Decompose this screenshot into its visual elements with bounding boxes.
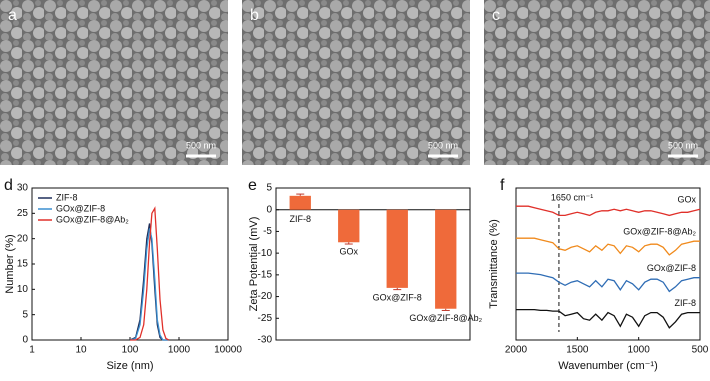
bar <box>289 195 311 210</box>
series-label: GOx <box>677 195 696 205</box>
x-tick-label: 1000 <box>168 345 191 356</box>
annotation: 1650 cm⁻¹ <box>551 192 593 202</box>
legend-label: GOx@ZIF-8@Ab₂ <box>56 214 129 224</box>
legend-label: ZIF-8 <box>56 192 78 202</box>
panel-label: e <box>248 177 257 194</box>
legend-label: GOx@ZIF-8 <box>56 203 105 213</box>
y-tick-label: -30 <box>258 335 273 346</box>
sem-image <box>0 0 228 165</box>
y-tick-label: -5 <box>263 226 272 237</box>
y-tick-label: -10 <box>258 248 273 259</box>
y-tick-label: 5 <box>266 183 272 194</box>
sem-a: a 500 nm <box>0 0 228 165</box>
y-tick-label: 20 <box>17 233 29 244</box>
panel-label: c <box>492 7 500 24</box>
category-label: GOx <box>339 247 358 257</box>
sem-b: b 500 nm <box>242 0 470 165</box>
x-tick-label: 10000 <box>214 345 242 356</box>
panel-label: d <box>4 177 13 194</box>
scale-label: 500 nm <box>428 140 458 150</box>
panel-label: f <box>500 177 505 194</box>
plot-frame <box>515 187 701 341</box>
y-tick-label: 0 <box>22 335 28 346</box>
bar <box>338 209 360 243</box>
x-tick-label: 10 <box>75 345 87 356</box>
y-axis-label: Zeta Potential (mV) <box>248 217 260 312</box>
scale-label: 500 nm <box>186 140 216 150</box>
x-tick-label: 1500 <box>566 345 589 356</box>
scale-label: 500 nm <box>668 140 698 150</box>
sem-c: c 500 nm <box>484 0 710 165</box>
x-tick-label: 100 <box>122 345 139 356</box>
category-label: ZIF-8 <box>290 214 312 224</box>
series-label: ZIF-8 <box>675 298 697 308</box>
x-axis-label: Wavenumber (cm⁻¹) <box>558 360 658 372</box>
category-label: GOx@ZIF-8 <box>373 292 422 302</box>
y-axis-label: Number (%) <box>4 234 16 293</box>
sem-image <box>484 0 710 165</box>
plot-frame <box>275 187 471 341</box>
series-line <box>516 272 700 293</box>
category-label: GOx@ZIF-8@Ab₂ <box>409 313 482 323</box>
series-label: GOx@ZIF-8 <box>647 263 696 273</box>
y-tick-label: 25 <box>17 208 29 219</box>
y-tick-label: 10 <box>17 284 29 295</box>
y-tick-label: 0 <box>266 204 272 215</box>
series-line <box>516 308 700 329</box>
y-tick-label: 30 <box>17 183 29 194</box>
bar <box>435 209 457 309</box>
x-axis-label: Size (nm) <box>106 360 153 372</box>
x-tick-label: 1 <box>29 345 35 356</box>
y-tick-label: 15 <box>17 259 29 270</box>
y-tick-label: -25 <box>258 313 273 324</box>
panel-label: b <box>250 7 259 24</box>
series-line <box>516 205 701 217</box>
x-tick-label: 2000 <box>505 345 528 356</box>
series-line <box>130 206 170 341</box>
y-axis-label: Transmittance (%) <box>488 219 500 308</box>
y-tick-label: -15 <box>258 269 273 280</box>
sem-image <box>242 0 470 165</box>
series-line <box>516 237 700 256</box>
x-tick-label: 1000 <box>628 345 651 356</box>
y-tick-label: 5 <box>22 309 28 320</box>
panel-label: a <box>8 7 17 24</box>
bar <box>386 209 408 288</box>
series-label: GOx@ZIF-8@Ab₂ <box>623 227 696 237</box>
y-tick-label: -20 <box>258 291 273 302</box>
x-tick-label: 500 <box>692 345 709 356</box>
series-line <box>129 228 169 341</box>
